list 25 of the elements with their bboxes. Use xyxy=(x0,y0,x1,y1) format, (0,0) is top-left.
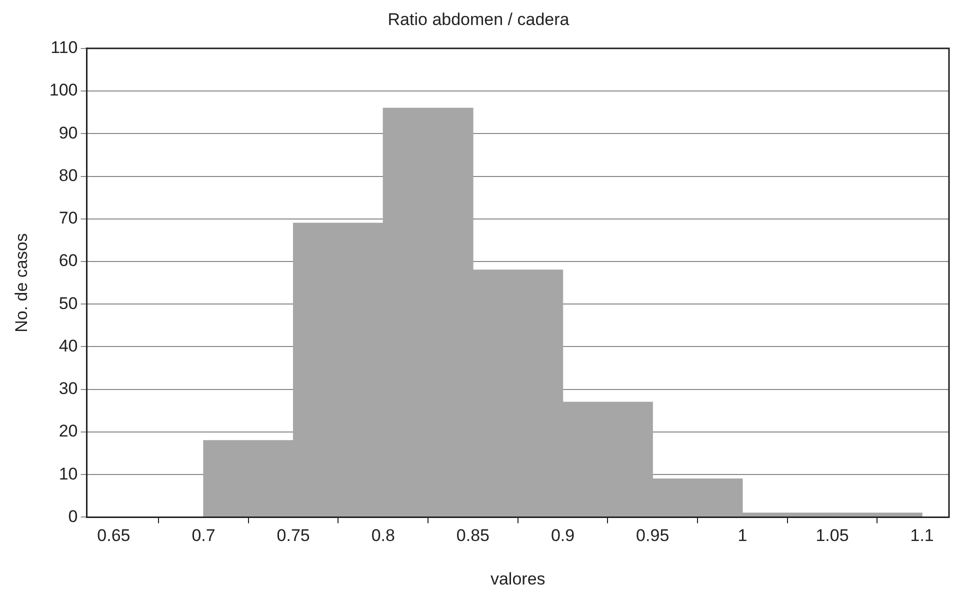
y-tick-label: 80 xyxy=(58,166,78,185)
y-axis-title: No. de casos xyxy=(12,233,31,332)
y-tick-label: 50 xyxy=(58,294,78,313)
x-tick-label: 1.1 xyxy=(910,526,934,546)
x-tick-label: 0.7 xyxy=(192,526,216,546)
y-tick-label: 20 xyxy=(58,422,78,441)
x-tick-label: 1.05 xyxy=(816,526,849,546)
x-tick-label: 0.85 xyxy=(456,526,490,546)
y-tick-label: 100 xyxy=(49,80,78,100)
chart-title: Ratio abdomen / cadera xyxy=(388,10,570,29)
x-tick-label: 0.8 xyxy=(371,526,395,546)
x-tick-label: 0.65 xyxy=(97,526,130,546)
y-tick-label: 30 xyxy=(58,379,78,398)
y-tick-label: 0 xyxy=(68,506,78,526)
y-tick-label: 110 xyxy=(50,38,78,58)
y-tick-label: 10 xyxy=(58,464,78,484)
y-tick-label: 40 xyxy=(58,336,78,356)
x-tick-label: 0.9 xyxy=(550,526,575,546)
x-tick-label: 0.75 xyxy=(276,526,310,546)
y-tick-label: 60 xyxy=(58,251,78,270)
x-tick-label: 1 xyxy=(738,526,748,546)
x-tick-label: 0.95 xyxy=(636,526,670,546)
x-axis-title: valores xyxy=(490,569,546,588)
y-tick-label: 70 xyxy=(58,208,78,228)
y-tick-label: 90 xyxy=(58,123,78,142)
